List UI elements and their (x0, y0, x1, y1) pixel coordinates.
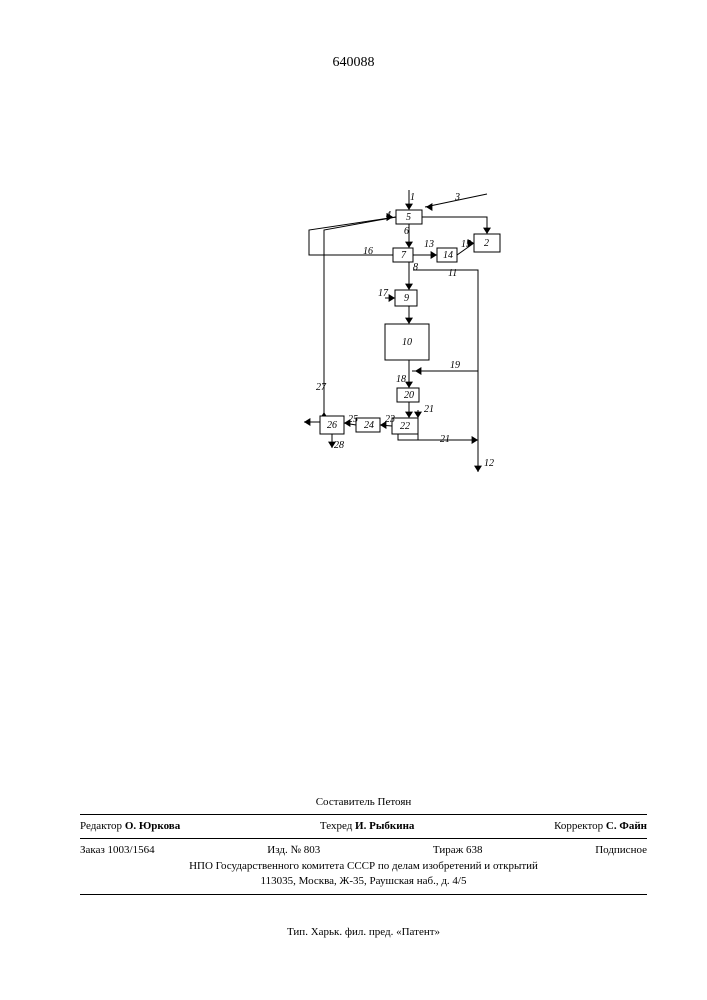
footer-block: Составитель Петоян Редактор О. Юркова Те… (80, 795, 647, 940)
svg-text:19: 19 (450, 360, 460, 371)
edition-number: Изд. № 803 (267, 843, 320, 858)
printer-line: Тип. Харьк. фил. пред. «Патент» (80, 925, 647, 940)
corrector-label: Корректор (554, 820, 603, 832)
svg-text:1: 1 (410, 192, 415, 203)
svg-text:4: 4 (386, 210, 391, 221)
editor-name: О. Юркова (125, 820, 180, 832)
svg-text:18: 18 (396, 374, 406, 385)
svg-text:6: 6 (404, 226, 409, 237)
svg-text:5: 5 (406, 212, 411, 223)
svg-text:14: 14 (443, 250, 453, 261)
svg-text:2: 2 (484, 238, 489, 249)
meta-row: Заказ 1003/1564 Изд. № 803 Тираж 638 Под… (80, 843, 647, 858)
svg-text:8: 8 (413, 262, 418, 273)
techred-label: Техред (320, 820, 352, 832)
editor-label: Редактор (80, 820, 122, 832)
svg-text:20: 20 (404, 390, 414, 401)
techred: Техред И. Рыбкина (320, 819, 415, 834)
order-number: Заказ 1003/1564 (80, 843, 155, 858)
svg-text:10: 10 (402, 337, 412, 348)
svg-text:21: 21 (440, 434, 450, 445)
subscription: Подписное (595, 843, 647, 858)
svg-text:13: 13 (424, 239, 434, 250)
svg-text:22: 22 (400, 421, 410, 432)
compiler-line: Составитель Петоян (80, 795, 647, 810)
svg-text:24: 24 (364, 420, 374, 431)
techred-name: И. Рыбкина (355, 820, 414, 832)
corrector: Корректор С. Файн (554, 819, 647, 834)
organization: НПО Государственного комитета СССР по де… (80, 859, 647, 874)
svg-text:3: 3 (454, 192, 460, 203)
page-number: 640088 (0, 55, 707, 71)
org-address: 113035, Москва, Ж-35, Раушская наб., д. … (80, 874, 647, 889)
svg-text:26: 26 (327, 420, 337, 431)
svg-text:23: 23 (385, 414, 395, 425)
credits-row: Редактор О. Юркова Техред И. Рыбкина Кор… (80, 819, 647, 834)
corrector-name: С. Файн (606, 820, 647, 832)
svg-text:15: 15 (461, 239, 471, 250)
svg-text:11: 11 (448, 268, 457, 279)
svg-text:27: 27 (316, 382, 327, 393)
svg-text:28: 28 (334, 440, 344, 451)
svg-text:17: 17 (378, 288, 389, 299)
svg-text:21: 21 (424, 404, 434, 415)
svg-text:12: 12 (484, 458, 494, 469)
svg-text:25: 25 (348, 414, 358, 425)
block-diagram: 1345621314151678111791019182021272526242… (230, 190, 520, 520)
svg-text:16: 16 (363, 246, 373, 257)
print-run: Тираж 638 (433, 843, 483, 858)
editor: Редактор О. Юркова (80, 819, 180, 834)
svg-text:9: 9 (404, 293, 409, 304)
